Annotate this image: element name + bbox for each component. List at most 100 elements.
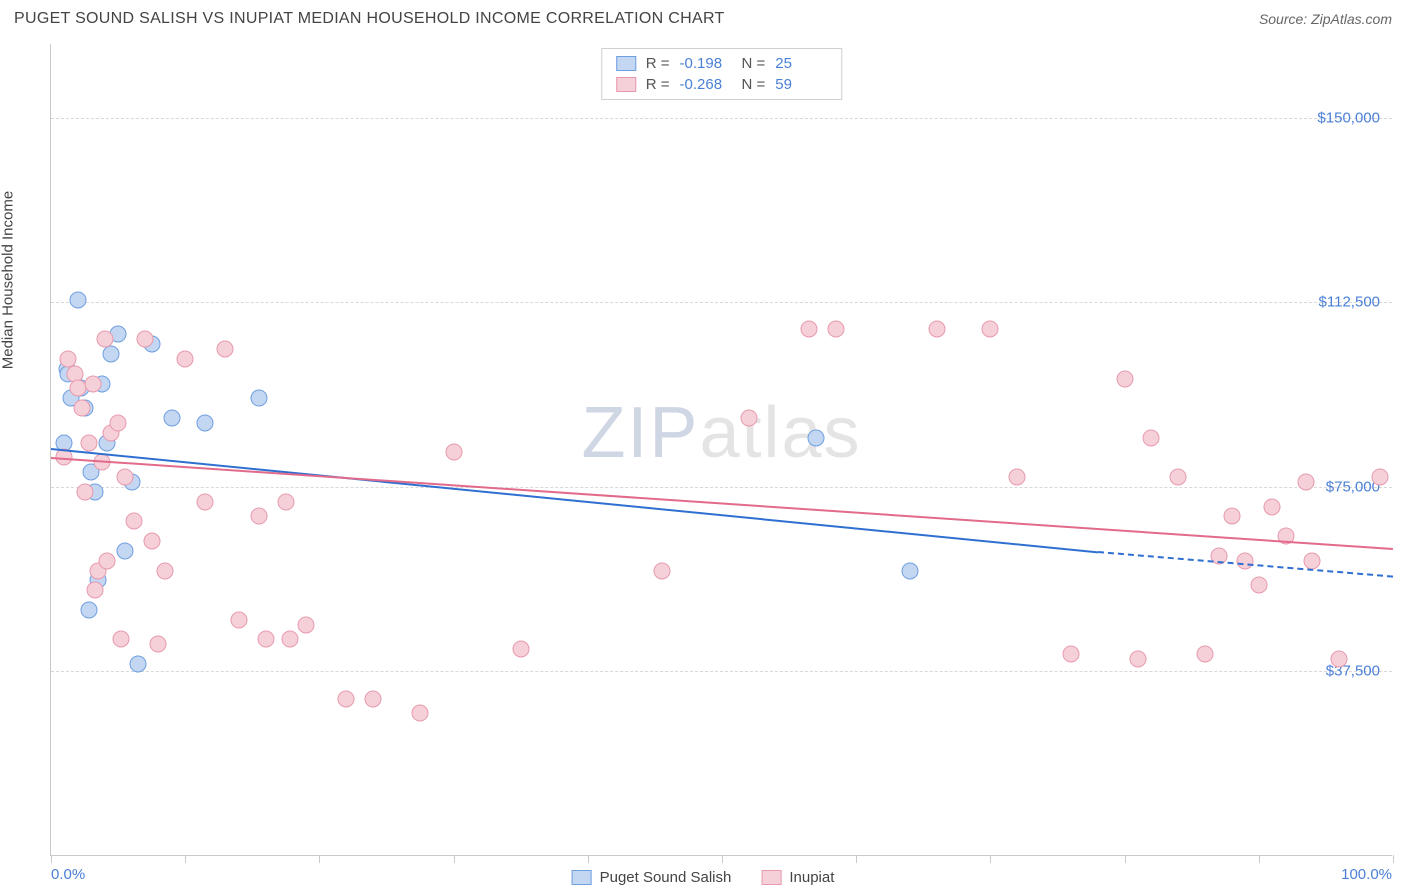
scatter-point xyxy=(126,513,143,530)
scatter-point xyxy=(901,562,918,579)
scatter-point xyxy=(230,611,247,628)
scatter-point xyxy=(96,331,113,348)
scatter-point xyxy=(277,493,294,510)
scatter-point xyxy=(1170,469,1187,486)
scatter-point xyxy=(157,562,174,579)
x-tick xyxy=(588,855,589,863)
scatter-point xyxy=(197,414,214,431)
scatter-point xyxy=(365,690,382,707)
scatter-point xyxy=(1116,370,1133,387)
chart-title: PUGET SOUND SALISH VS INUPIAT MEDIAN HOU… xyxy=(14,10,725,28)
scatter-point xyxy=(1130,651,1147,668)
legend-label: Inupiat xyxy=(789,869,834,886)
scatter-point xyxy=(177,350,194,367)
scatter-point xyxy=(110,414,127,431)
scatter-point xyxy=(1331,651,1348,668)
x-axis-label: 0.0% xyxy=(51,866,85,883)
scatter-point xyxy=(1009,469,1026,486)
scatter-point xyxy=(828,321,845,338)
scatter-point xyxy=(1197,646,1214,663)
scatter-point xyxy=(1264,498,1281,515)
legend-swatch xyxy=(761,870,781,885)
scatter-point xyxy=(112,631,129,648)
legend-n-value: 59 xyxy=(775,76,827,93)
legend-swatch xyxy=(616,77,636,92)
gridline xyxy=(51,671,1392,672)
scatter-point xyxy=(338,690,355,707)
scatter-point xyxy=(297,616,314,633)
scatter-point xyxy=(1304,552,1321,569)
legend-r-label: R = xyxy=(646,76,670,93)
scatter-point xyxy=(73,400,90,417)
scatter-point xyxy=(84,375,101,392)
scatter-point xyxy=(512,641,529,658)
scatter-point xyxy=(1223,508,1240,525)
scatter-point xyxy=(217,341,234,358)
scatter-point xyxy=(412,705,429,722)
scatter-point xyxy=(163,410,180,427)
legend-item: Inupiat xyxy=(761,869,834,886)
gridline xyxy=(51,302,1392,303)
scatter-point xyxy=(116,542,133,559)
scatter-point xyxy=(69,291,86,308)
x-axis-label: 100.0% xyxy=(1341,866,1392,883)
scatter-point xyxy=(982,321,999,338)
trend-line xyxy=(51,457,1393,550)
scatter-point xyxy=(136,331,153,348)
legend-n-value: 25 xyxy=(775,55,827,72)
scatter-point xyxy=(445,444,462,461)
scatter-point xyxy=(251,390,268,407)
y-tick-label: $150,000 xyxy=(1317,109,1380,126)
scatter-point xyxy=(928,321,945,338)
scatter-point xyxy=(103,346,120,363)
scatter-point xyxy=(1062,646,1079,663)
legend-r-value: -0.198 xyxy=(680,55,732,72)
y-axis-label: Median Household Income xyxy=(0,191,17,369)
x-tick xyxy=(1393,855,1394,863)
x-tick xyxy=(51,855,52,863)
scatter-point xyxy=(197,493,214,510)
scatter-point xyxy=(76,483,93,500)
scatter-point xyxy=(281,631,298,648)
scatter-point xyxy=(1371,469,1388,486)
y-tick-label: $112,500 xyxy=(1319,294,1380,311)
scatter-point xyxy=(150,636,167,653)
scatter-point xyxy=(1250,577,1267,594)
legend-r-value: -0.268 xyxy=(680,76,732,93)
scatter-point xyxy=(130,656,147,673)
scatter-point xyxy=(807,429,824,446)
legend-r-label: R = xyxy=(646,55,670,72)
legend-item: Puget Sound Salish xyxy=(572,869,732,886)
scatter-point xyxy=(1237,552,1254,569)
scatter-point xyxy=(801,321,818,338)
plot-area: ZIPatlas R =-0.198N =25R =-0.268N =59 $3… xyxy=(50,44,1392,856)
x-tick xyxy=(856,855,857,863)
scatter-point xyxy=(1143,429,1160,446)
source-attribution: Source: ZipAtlas.com xyxy=(1259,11,1392,27)
gridline xyxy=(51,487,1392,488)
legend-swatch xyxy=(616,56,636,71)
legend-row: R = -0.268 N = 59 xyxy=(602,74,842,95)
correlation-legend: R = -0.198 N = 25 R = -0.268 N = 59 xyxy=(601,48,843,100)
legend-n-label: N = xyxy=(742,76,766,93)
chart-container: Median Household Income ZIPatlas R =-0.1… xyxy=(14,44,1392,856)
scatter-point xyxy=(653,562,670,579)
legend-row: R = -0.198 N = 25 xyxy=(602,53,842,74)
scatter-point xyxy=(80,434,97,451)
scatter-point xyxy=(1297,473,1314,490)
x-tick xyxy=(722,855,723,863)
x-tick xyxy=(185,855,186,863)
x-tick xyxy=(454,855,455,863)
scatter-point xyxy=(116,469,133,486)
scatter-point xyxy=(143,533,160,550)
scatter-point xyxy=(740,410,757,427)
x-tick xyxy=(1125,855,1126,863)
x-tick xyxy=(990,855,991,863)
series-legend: Puget Sound Salish Inupiat xyxy=(572,869,835,886)
legend-n-label: N = xyxy=(742,55,766,72)
x-tick xyxy=(1259,855,1260,863)
legend-swatch xyxy=(572,870,592,885)
x-tick xyxy=(319,855,320,863)
scatter-point xyxy=(99,552,116,569)
scatter-point xyxy=(251,508,268,525)
